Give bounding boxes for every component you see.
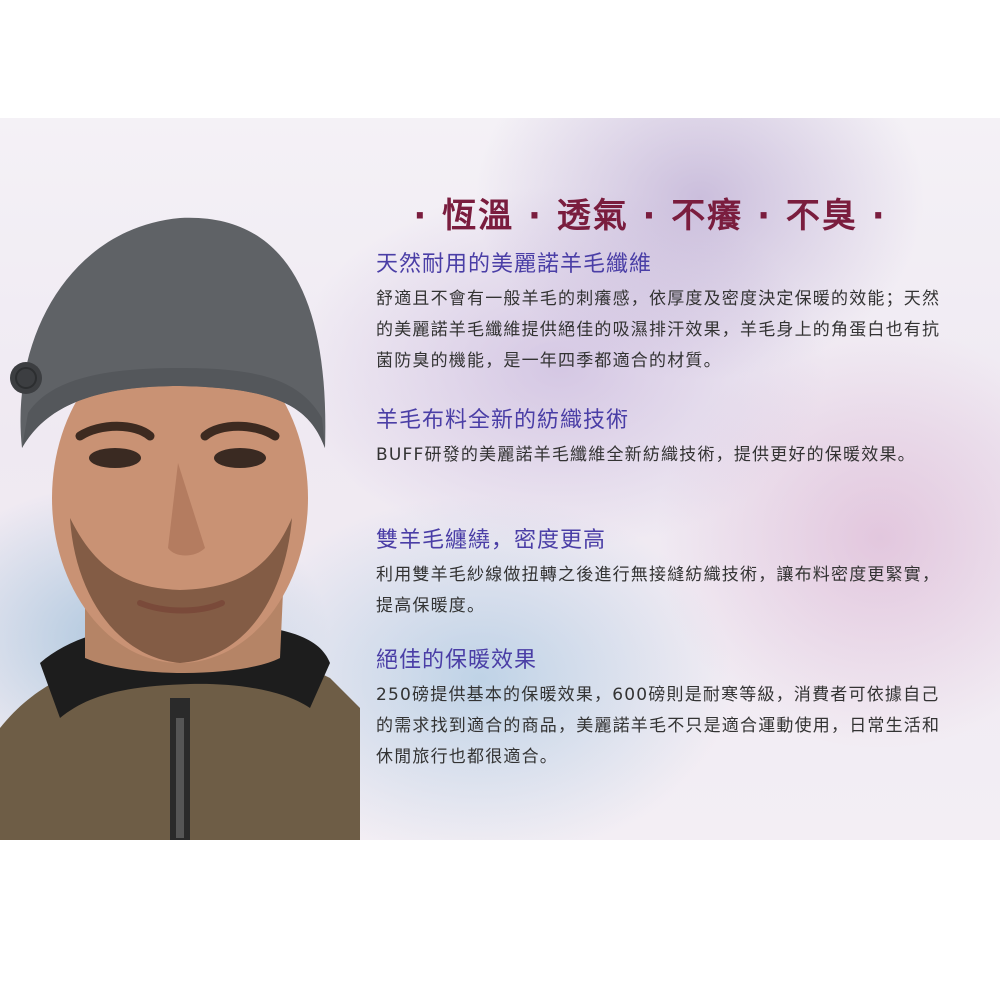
feature-section-merino-fiber: 天然耐用的美麗諾羊毛纖維 舒適且不會有一般羊毛的刺癢感，依厚度及密度決定保暖的效… [376,246,956,377]
feature-title: 天然耐用的美麗諾羊毛纖維 [376,252,653,277]
feature-section-warmth: 絕佳的保暖效果 250磅提供基本的保暖效果，600磅則是耐寒等級，消費者可依據自… [376,642,956,773]
feature-title: 絕佳的保暖效果 [376,648,538,673]
feature-section-double-wool: 雙羊毛纏繞，密度更高 利用雙羊毛紗線做扭轉之後進行無接縫紡織技術，讓布料密度更緊… [376,522,956,622]
feature-description: 250磅提供基本的保暖效果，600磅則是耐寒等級，消費者可依據自己的需求找到適合… [376,685,941,767]
feature-title: 羊毛布料全新的紡織技術 [376,408,630,433]
feature-description: BUFF研發的美麗諾羊毛纖維全新紡織技術，提供更好的保暖效果。 [376,445,916,465]
feature-section-weaving-tech: 羊毛布料全新的紡織技術 BUFF研發的美麗諾羊毛纖維全新紡織技術，提供更好的保暖… [376,402,956,471]
feature-description: 利用雙羊毛紗線做扭轉之後進行無接縫紡織技術，讓布料密度更緊實，提高保暖度。 [376,565,941,616]
feature-headline: · 恆溫 · 透氣 · 不癢 · 不臭 · [413,196,887,236]
model-portrait-image [0,217,360,840]
product-banner: · 恆溫 · 透氣 · 不癢 · 不臭 · 天然耐用的美麗諾羊毛纖維 舒適且不會… [0,118,1000,840]
feature-description: 舒適且不會有一般羊毛的刺癢感，依厚度及密度決定保暖的效能；天然的美麗諾羊毛纖維提… [376,289,941,371]
feature-title: 雙羊毛纏繞，密度更高 [376,528,607,553]
